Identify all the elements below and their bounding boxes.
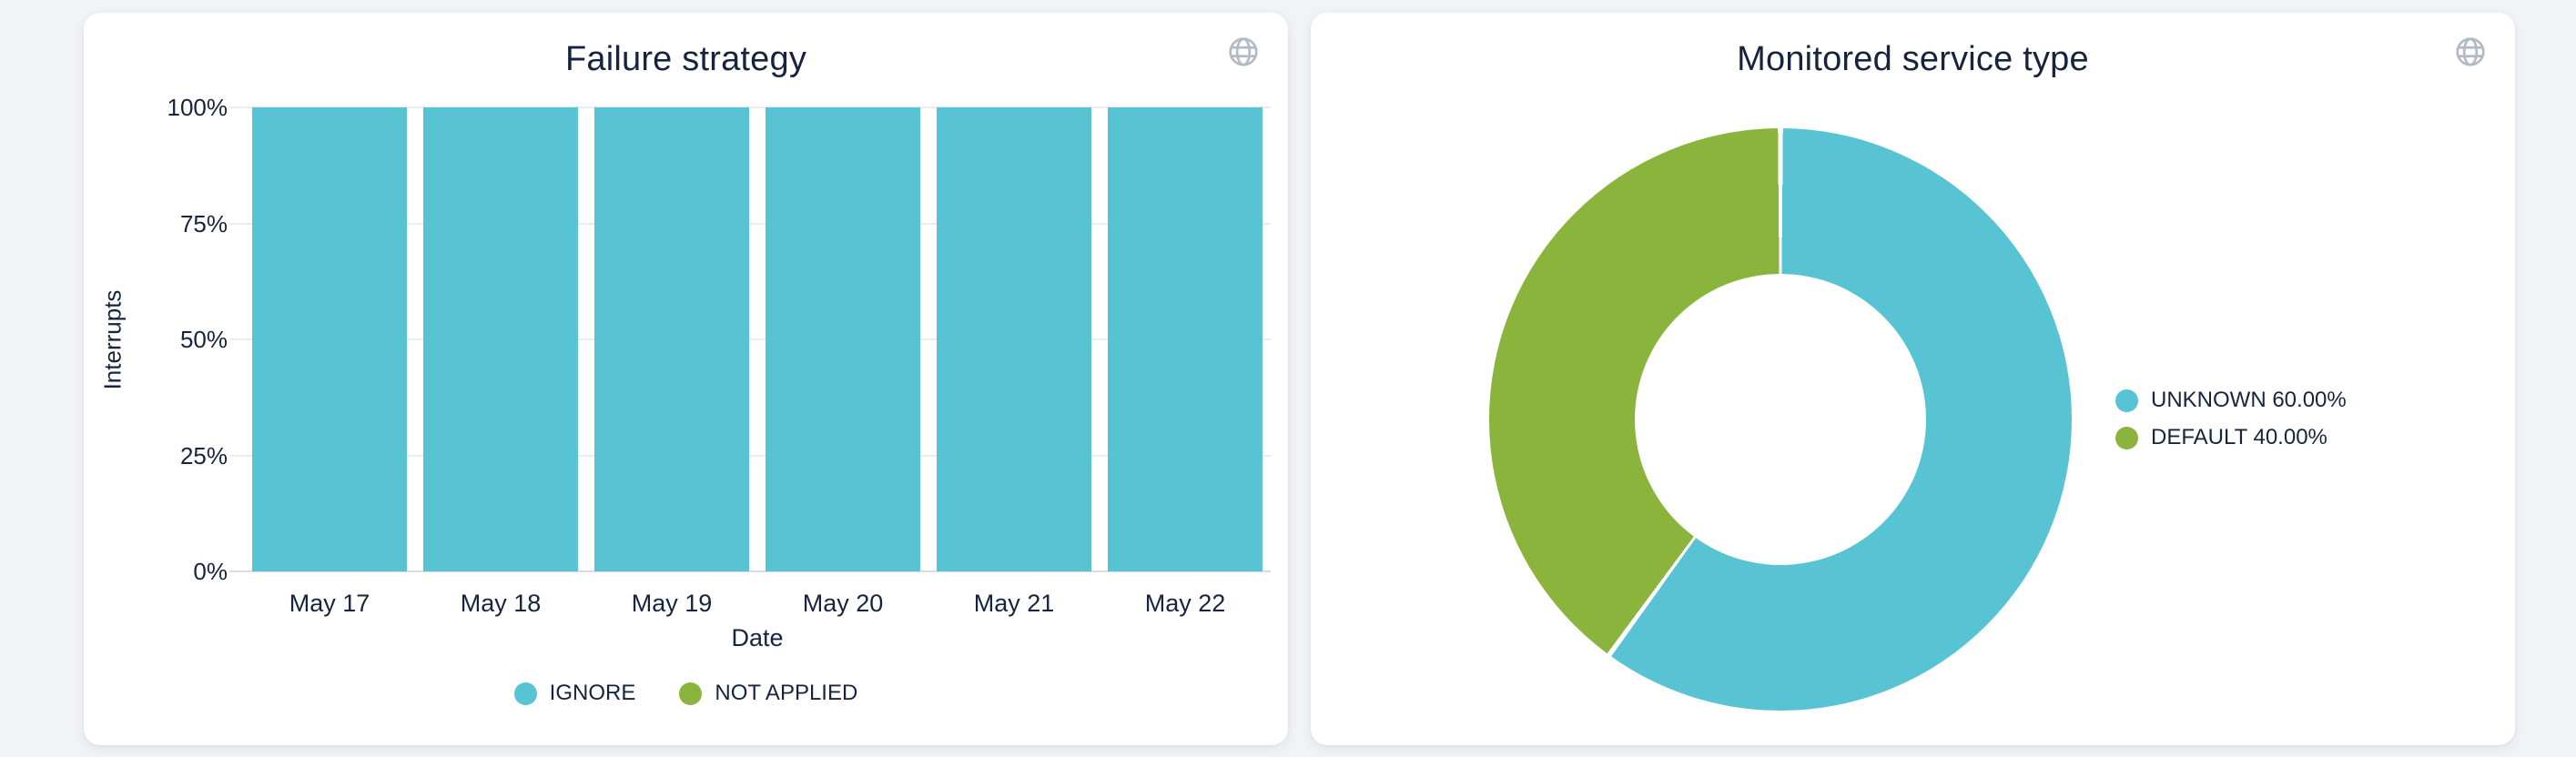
legend-label: NOT APPLIED: [715, 681, 858, 705]
x-tick-label: May 19: [631, 590, 713, 617]
legend-color-dot: [2115, 389, 2138, 412]
bar-may-22[interactable]: [1100, 107, 1271, 571]
y-tick-label: 100%: [167, 94, 228, 121]
bar-segment-ignore[interactable]: [594, 107, 749, 571]
legend-item-not-applied[interactable]: NOT APPLIED: [679, 681, 857, 706]
bar-chart-plot-area: 0% 25% 50% 75% 100%: [167, 94, 1271, 585]
globe-icon[interactable]: [1226, 35, 1261, 69]
monitored-service-type-card: Monitored service type UNKNOWN 60.00% DEF…: [1311, 13, 2515, 745]
x-tick-label: May 18: [460, 590, 542, 617]
gridline: [229, 338, 1271, 340]
legend-label: UNKNOWN 60.00%: [2151, 388, 2347, 412]
legend-color-dot: [513, 681, 537, 705]
failure-strategy-card: Failure strategy Interrupts 0% 25% 50% 75% 1…: [84, 13, 1288, 745]
legend-item-default[interactable]: DEFAULT 40.00%: [2115, 425, 2347, 450]
bar-segment-ignore[interactable]: [423, 107, 578, 571]
bar-chart-legend: IGNORE NOT APPLIED: [84, 681, 1288, 706]
bar-may-20[interactable]: [757, 107, 928, 571]
bar-may-17[interactable]: [244, 107, 415, 571]
x-axis-labels: May 17 May 18 May 19 May 20 May 21 May 22: [244, 590, 1271, 618]
y-tick-label: 75%: [179, 209, 228, 237]
legend-color-dot: [2115, 426, 2138, 449]
legend-label: DEFAULT 40.00%: [2151, 425, 2328, 449]
gridline: [229, 106, 1271, 108]
y-tick-label: 50%: [179, 326, 228, 353]
bar-segment-ignore[interactable]: [766, 107, 920, 571]
bar-may-21[interactable]: [928, 107, 1100, 571]
y-tick-label: 0%: [193, 558, 228, 585]
bar-segment-ignore[interactable]: [1108, 107, 1263, 571]
donut-chart-ring[interactable]: [1489, 128, 2072, 711]
x-axis-line: [229, 570, 1271, 572]
legend-color-dot: [679, 681, 703, 705]
x-tick-label: May 17: [289, 590, 370, 617]
gridline: [229, 222, 1271, 225]
gridline: [229, 454, 1271, 457]
bar-may-19[interactable]: [586, 107, 757, 571]
bar-may-18[interactable]: [415, 107, 586, 571]
x-tick-label: May 20: [802, 590, 884, 617]
legend-item-unknown[interactable]: UNKNOWN 60.00%: [2115, 388, 2347, 413]
card-title: Failure strategy: [564, 40, 807, 78]
donut-chart-legend: UNKNOWN 60.00% DEFAULT 40.00%: [2115, 388, 2347, 450]
card-title: Monitored service type: [1737, 40, 2089, 78]
donut-hole: [1635, 274, 1926, 565]
x-tick-label: May 21: [973, 590, 1055, 617]
legend-label: IGNORE: [549, 681, 636, 705]
y-tick-label: 25%: [179, 441, 228, 469]
legend-item-ignore[interactable]: IGNORE: [513, 681, 636, 706]
x-tick-label: May 22: [1144, 590, 1226, 617]
bar-segment-ignore[interactable]: [937, 107, 1091, 571]
bar-group: [244, 107, 1271, 571]
x-axis-title: Date: [731, 624, 784, 651]
globe-icon[interactable]: [2453, 35, 2488, 69]
bar-segment-ignore[interactable]: [252, 107, 407, 571]
